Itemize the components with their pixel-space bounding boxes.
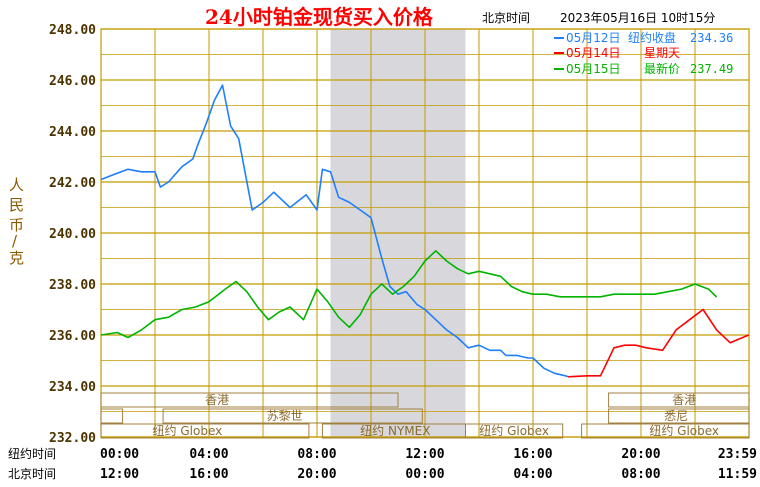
y-tick-label: 240.00	[49, 227, 96, 242]
session-box	[100, 423, 310, 439]
session-box	[465, 423, 564, 439]
session-label: 香港	[672, 393, 696, 407]
series-line-1	[568, 308, 750, 378]
session-label: 苏黎世	[267, 409, 303, 423]
legend-label: 星期天	[644, 46, 680, 60]
legend-date: 05月14日	[566, 46, 621, 60]
y-axis-char: /	[12, 232, 18, 250]
legend-item-2: 05月15日 最新价 237.49	[554, 61, 733, 76]
x-tick-label-ny: 00:00	[100, 447, 139, 462]
session-label: 纽约 NYMEX	[360, 423, 430, 438]
series-line-0	[100, 84, 569, 378]
y-tick-label: 236.00	[49, 329, 96, 344]
x-tick-label-ny: 20:00	[621, 447, 660, 462]
legend-item-1: 05月14日 星期天	[554, 46, 680, 60]
y-axis-char: 币	[9, 216, 24, 234]
session-box	[608, 408, 750, 424]
x-tick-label-bj: 11:59	[718, 467, 757, 482]
legend-date: 05月12日	[566, 31, 621, 45]
x-tick-label-ny: 04:00	[189, 447, 228, 462]
legend-label: 最新价	[644, 61, 680, 76]
plot-frame	[100, 28, 750, 438]
series-line-2	[100, 250, 718, 339]
legend: 05月12日 纽约收盘 234.36 05月14日 星期天 05月15日 最新价…	[554, 30, 733, 76]
session-label: 纽约 Globex	[649, 423, 719, 438]
tz-label: 北京时间	[482, 11, 530, 25]
y-tick-label: 238.00	[49, 278, 96, 293]
y-tick-label: 242.00	[49, 176, 96, 191]
y-tick-label: 248.00	[49, 23, 96, 38]
x-tick-label-bj: 00:00	[405, 467, 444, 482]
session-box	[608, 392, 750, 408]
x-tick-label-ny: 23:59	[718, 447, 757, 462]
session-box	[162, 408, 423, 424]
legend-value: 234.36	[690, 31, 733, 45]
session-box	[581, 423, 750, 439]
y-axis-char: 克	[9, 249, 24, 267]
x-tick-label-bj: 12:00	[100, 467, 139, 482]
x-tick-label-bj: 20:00	[297, 467, 336, 482]
y-tick-label: 234.00	[49, 380, 96, 395]
x-tick-label-bj: 16:00	[189, 467, 228, 482]
session-label: 悉尼	[664, 409, 688, 423]
x-tick-label-ny: 16:00	[513, 447, 552, 462]
session-label: 香港	[205, 393, 229, 407]
y-tick-label: 246.00	[49, 74, 96, 89]
session-label: 纽约 Globex	[479, 423, 549, 438]
x-tick-label-bj: 04:00	[513, 467, 552, 482]
legend-label: 纽约收盘	[628, 30, 676, 45]
session-box	[100, 408, 124, 424]
row-label-bj: 北京时间	[8, 467, 56, 481]
y-tick-label: 232.00	[49, 431, 96, 446]
y-tick-label: 244.00	[49, 125, 96, 140]
y-axis-char: 人	[9, 176, 24, 194]
row-label-ny: 纽约时间	[8, 446, 56, 461]
y-tick-labels: 248.00 246.00 244.00 242.00 240.00 238.00 236.…	[49, 23, 96, 446]
y-axis-char: 民	[9, 196, 24, 214]
x-tick-label-ny: 12:00	[405, 447, 444, 462]
session-box	[100, 392, 399, 408]
series-lines	[100, 84, 750, 378]
x-tick-label-ny: 08:00	[297, 447, 336, 462]
x-tick-labels: 00:00 12:00 04:00 16:00 08:00 20:00 12:00 00:00…	[100, 447, 757, 482]
legend-item-0: 05月12日 纽约收盘 234.36	[554, 30, 733, 45]
x-tick-label-bj: 08:00	[621, 467, 660, 482]
legend-date: 05月15日	[566, 62, 621, 76]
grid-lines	[100, 28, 750, 438]
legend-value: 237.49	[690, 62, 733, 76]
session-label: 纽约 Globex	[153, 423, 223, 438]
timestamp: 2023年05月16日 10时15分	[560, 11, 715, 25]
chart-title: 24小时铂金现货买入价格	[205, 5, 434, 29]
y-axis-title: 人 民 币 / 克	[9, 176, 24, 267]
